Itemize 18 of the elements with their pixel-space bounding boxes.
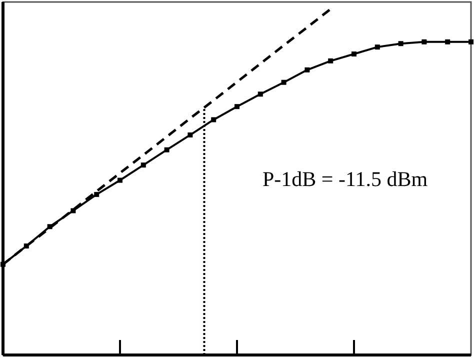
annotation: P-1dB = -11.5 dBm [262, 167, 428, 191]
point [352, 51, 356, 56]
point [188, 132, 193, 138]
point [140, 162, 146, 168]
point [468, 39, 474, 44]
point [422, 39, 427, 44]
point [281, 80, 286, 85]
point [258, 92, 263, 97]
point [374, 44, 380, 50]
point [211, 117, 216, 122]
point [398, 41, 404, 46]
point [164, 147, 170, 152]
point [304, 67, 310, 72]
point [328, 58, 334, 64]
point [234, 104, 240, 110]
point [94, 192, 100, 197]
point [445, 39, 450, 44]
point [118, 178, 122, 183]
